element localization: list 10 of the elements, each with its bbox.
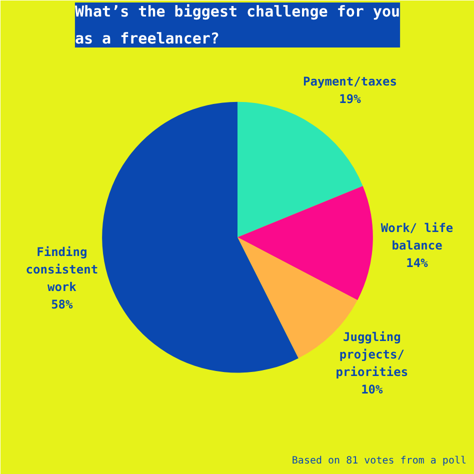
text: Based on 81 votes from a poll — [292, 456, 467, 466]
data-label: 58% — [51, 297, 74, 312]
data-label: 10% — [361, 382, 384, 397]
slice-label: Payment/taxes — [303, 74, 397, 88]
slice-label: Finding consistent work — [26, 244, 98, 294]
chart-title: What’s the biggest challenge for you as a freelancer? — [74, 2, 400, 48]
data-label: 19% — [339, 92, 362, 106]
data-label: 14% — [406, 256, 429, 270]
slice-label: Juggling projects/ priorities — [336, 330, 408, 380]
slice-label: Work/ life balance — [380, 221, 454, 253]
